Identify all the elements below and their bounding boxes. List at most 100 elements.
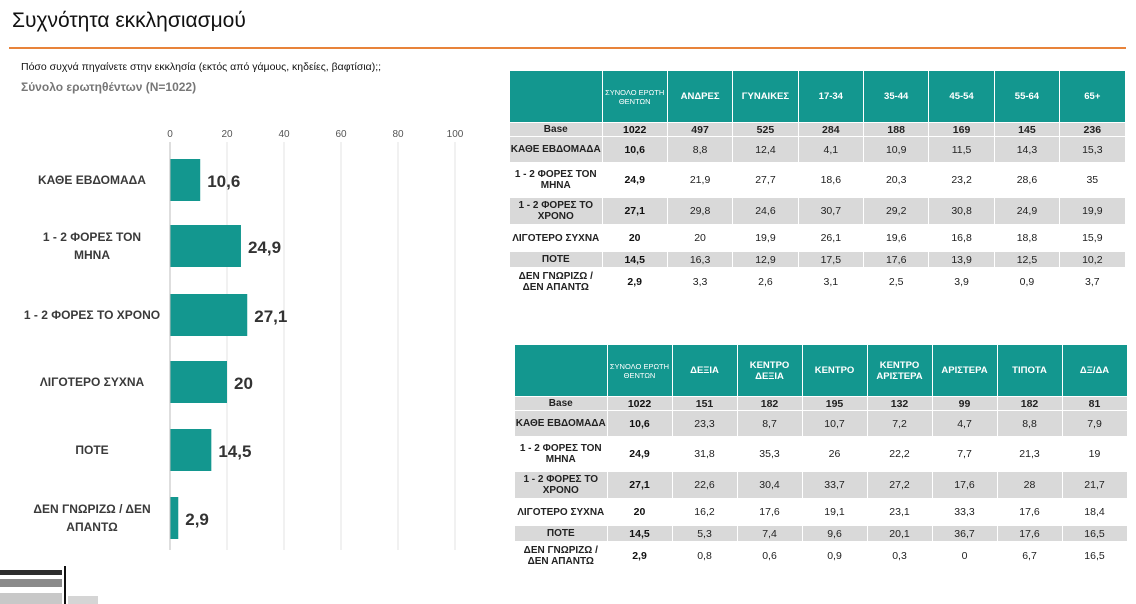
table-row: ΔΕΝ ΓΝΩΡΙΖΩ / ΔΕΝ ΑΠΑΝΤΩ 2,9 0,8 0,6 0,9 0,3 0… — [515, 541, 1128, 570]
table-row: ΔΕΝ ΓΝΩΡΙΖΩ / ΔΕΝ ΑΠΑΝΤΩ 2,9 3,3 2,6 3,1 2,5 3… — [510, 267, 1126, 296]
table-cell: 20 — [607, 498, 673, 526]
table-cell: 7,9 — [1062, 410, 1128, 437]
table-cell: 5,3 — [672, 525, 738, 542]
table-cell: 24,6 — [732, 197, 799, 225]
table-cell: 19 — [1062, 436, 1128, 472]
table-cell: 29,8 — [667, 197, 734, 225]
x-tick-label: 0 — [167, 129, 173, 140]
table-cell: 6,7 — [997, 541, 1063, 570]
table-cell: 12,4 — [732, 136, 799, 163]
table-cell: 22,2 — [867, 436, 933, 472]
table-cell: 19,9 — [1059, 197, 1126, 225]
table-cell: 23,3 — [672, 410, 738, 437]
table-cell: 3,9 — [928, 267, 995, 296]
table-cell: 151 — [672, 396, 738, 411]
category-label-line: 1 - 2 ΦΟΡΕΣ ΤΟ ΧΡΟΝΟ — [24, 308, 160, 322]
column-header: ΓΥΝΑΙΚΕΣ — [732, 71, 799, 123]
x-tick-label: 100 — [447, 129, 464, 140]
data-label: 24,9 — [248, 238, 281, 257]
table-cell: 26 — [802, 436, 868, 472]
table-cell: 1022 — [607, 396, 673, 411]
table-cell: 22,6 — [672, 471, 738, 499]
column-header: 17-34 — [798, 71, 865, 123]
table-cell: 27,2 — [867, 471, 933, 499]
table-cell: 0,3 — [867, 541, 933, 570]
table-cell: 27,1 — [602, 197, 668, 225]
table-cell: 20 — [602, 224, 668, 252]
x-tick-label: 80 — [392, 129, 404, 140]
table-row: ΠΟΤΕ 14,5 5,3 7,4 9,6 20,1 36,7 17,6 16,5 — [515, 525, 1128, 542]
table-cell: 10,6 — [607, 410, 673, 437]
table-cell: 35 — [1059, 162, 1126, 198]
table-row: 1 - 2 ΦΟΡΕΣ ΤΟ ΧΡΟΝΟ 27,1 22,6 30,4 33,7 27,2… — [515, 471, 1128, 499]
table-row: ΛΙΓΟΤΕΡΟ ΣΥΧΝΑ 20 20 19,9 26,1 19,6 16,8 18,8 15… — [510, 224, 1126, 252]
row-label: 1 - 2 ΦΟΡΕΣ ΤΟ ΧΡΟΝΟ — [510, 197, 603, 225]
table-cell: 1022 — [602, 122, 668, 137]
title-divider — [9, 47, 1126, 49]
table-cell: 81 — [1062, 396, 1128, 411]
company-logo — [0, 566, 98, 604]
column-header: ΣΥΝΟΛΟ ΕΡΩΤΗ ΘΕΝΤΩΝ — [602, 71, 668, 123]
table-cell: 24,9 — [602, 162, 668, 198]
column-header: 65+ — [1059, 71, 1126, 123]
table-row: Base 1022 151 182 195 132 99 182 81 — [515, 396, 1128, 411]
table-cell: 16,5 — [1062, 525, 1128, 542]
table-cell: 36,7 — [932, 525, 998, 542]
question-text: Πόσο συχνά πηγαίνετε στην εκκλησία (εκτό… — [21, 61, 382, 73]
table-cell: 17,6 — [863, 251, 930, 268]
column-header: ΔΕΞΙΑ — [672, 345, 738, 397]
column-header: 45-54 — [928, 71, 995, 123]
table-cell: 17,6 — [997, 498, 1063, 526]
table-cell: 14,5 — [602, 251, 668, 268]
category-label-line: ΜΗΝΑ — [74, 248, 110, 262]
category-label-line: 1 - 2 ΦΟΡΕΣ ΤΟΝ — [43, 230, 141, 244]
table-cell: 11,5 — [928, 136, 995, 163]
bar — [170, 361, 227, 403]
row-label: Base — [515, 396, 608, 411]
table-cell: 18,8 — [994, 224, 1061, 252]
table-cell: 12,9 — [732, 251, 799, 268]
table-cell: 4,1 — [798, 136, 865, 163]
table-cell: 7,4 — [737, 525, 803, 542]
data-label: 20 — [234, 374, 253, 393]
frequency-bar-chart: 0 20 40 60 80 100 10,6 ΚΑΘΕ ΕΒΔΟΜΑΔΑ 24,9 1 - 2 Φ… — [24, 129, 464, 550]
table-cell: 2,5 — [863, 267, 930, 296]
bar — [170, 159, 201, 201]
table-cell: 33,3 — [932, 498, 998, 526]
bar — [170, 294, 248, 336]
table-cell: 20,3 — [863, 162, 930, 198]
table-cell: 8,7 — [737, 410, 803, 437]
table-cell: 23,2 — [928, 162, 995, 198]
table-cell: 18,6 — [798, 162, 865, 198]
column-header: ΚΕΝΤΡΟ — [802, 345, 868, 397]
row-label: 1 - 2 ΦΟΡΕΣ ΤΟΝ ΜΗΝΑ — [510, 162, 603, 198]
category-label: 1 - 2 ΦΟΡΕΣ ΤΟ ΧΡΟΝΟ — [24, 308, 160, 322]
table-cell: 17,6 — [737, 498, 803, 526]
table-cell: 3,3 — [667, 267, 734, 296]
table-cell: 7,7 — [932, 436, 998, 472]
bar — [170, 497, 179, 539]
table-cell: 2,9 — [602, 267, 668, 296]
data-label: 2,9 — [185, 510, 209, 529]
table-cell: 14,3 — [994, 136, 1061, 163]
table-cell: 525 — [732, 122, 799, 137]
table-cell: 0,9 — [994, 267, 1061, 296]
data-label: 10,6 — [207, 172, 240, 191]
table-cell: 17,6 — [997, 525, 1063, 542]
page-title: Συχνότητα εκκλησιασμού — [12, 9, 246, 32]
table-cell: 99 — [932, 396, 998, 411]
table-row: 1 - 2 ΦΟΡΕΣ ΤΟ ΧΡΟΝΟ 27,1 29,8 24,6 30,7 29,2… — [510, 197, 1126, 225]
row-label: Base — [510, 122, 603, 137]
table-cell: 10,6 — [602, 136, 668, 163]
table-cell: 16,5 — [1062, 541, 1128, 570]
table-cell: 0,6 — [737, 541, 803, 570]
table-cell: 497 — [667, 122, 734, 137]
table-cell: 33,7 — [802, 471, 868, 499]
table-row: Base 1022 497 525 284 188 169 145 236 — [510, 122, 1126, 137]
category-label: ΛΙΓΟΤΕΡΟ ΣΥΧΝΑ — [40, 375, 145, 389]
table-cell: 10,2 — [1059, 251, 1126, 268]
category-label: ΚΑΘΕ ΕΒΔΟΜΑΔΑ — [38, 173, 146, 187]
column-header: 55-64 — [994, 71, 1061, 123]
data-label: 27,1 — [254, 307, 287, 326]
row-label: ΛΙΓΟΤΕΡΟ ΣΥΧΝΑ — [510, 224, 603, 252]
